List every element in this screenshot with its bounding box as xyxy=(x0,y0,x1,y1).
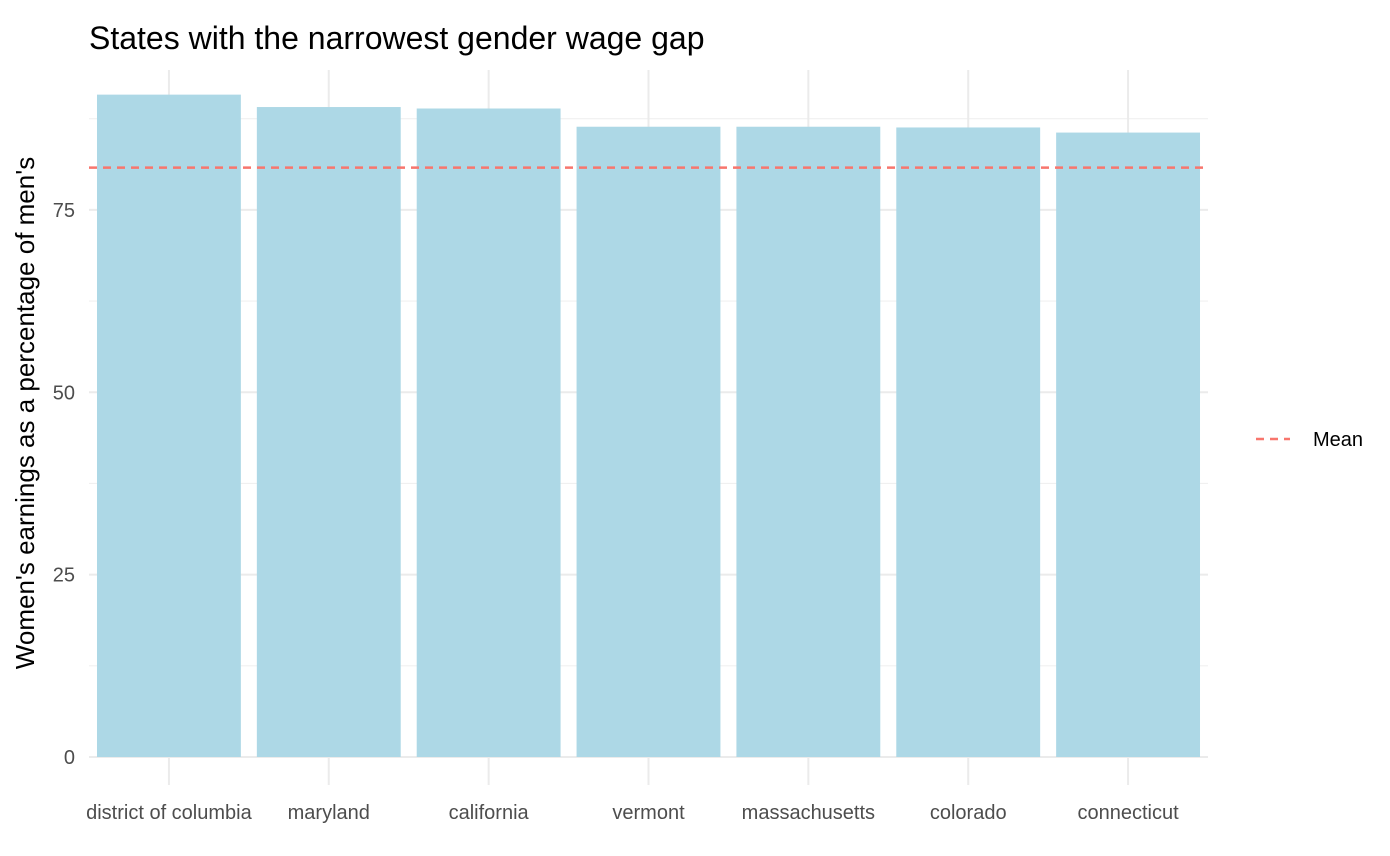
bar-maryland xyxy=(256,107,401,758)
x-tick-label: colorado xyxy=(930,802,1007,824)
y-tick-label: 0 xyxy=(64,747,75,769)
bar-massachusetts xyxy=(736,126,881,757)
legend-label-mean: Mean xyxy=(1313,429,1363,451)
y-axis-ticks: 0 25 50 75 xyxy=(53,200,75,769)
y-axis-label: Women's earnings as a percentage of men'… xyxy=(10,157,40,669)
bars xyxy=(96,94,1201,758)
x-tick-label: vermont xyxy=(612,802,685,824)
x-tick-label: maryland xyxy=(288,802,370,824)
x-tick-label: district of columbia xyxy=(86,802,252,824)
x-tick-label: california xyxy=(449,802,530,824)
y-tick-label: 75 xyxy=(53,200,75,222)
bar-colorado xyxy=(896,127,1041,757)
bar-vermont xyxy=(576,126,721,757)
x-tick-label: massachusetts xyxy=(742,802,875,824)
bar-district-of-columbia xyxy=(96,94,241,758)
x-tick-label: connecticut xyxy=(1077,802,1179,824)
legend: Mean xyxy=(1256,429,1363,451)
bar-california xyxy=(416,108,561,757)
x-axis-ticks: district of columbia maryland california ve… xyxy=(86,802,1179,824)
bar-connecticut xyxy=(1056,132,1201,757)
chart-title: States with the narrowest gender wage ga… xyxy=(89,20,704,56)
y-tick-label: 50 xyxy=(53,382,75,404)
y-tick-label: 25 xyxy=(53,565,75,587)
